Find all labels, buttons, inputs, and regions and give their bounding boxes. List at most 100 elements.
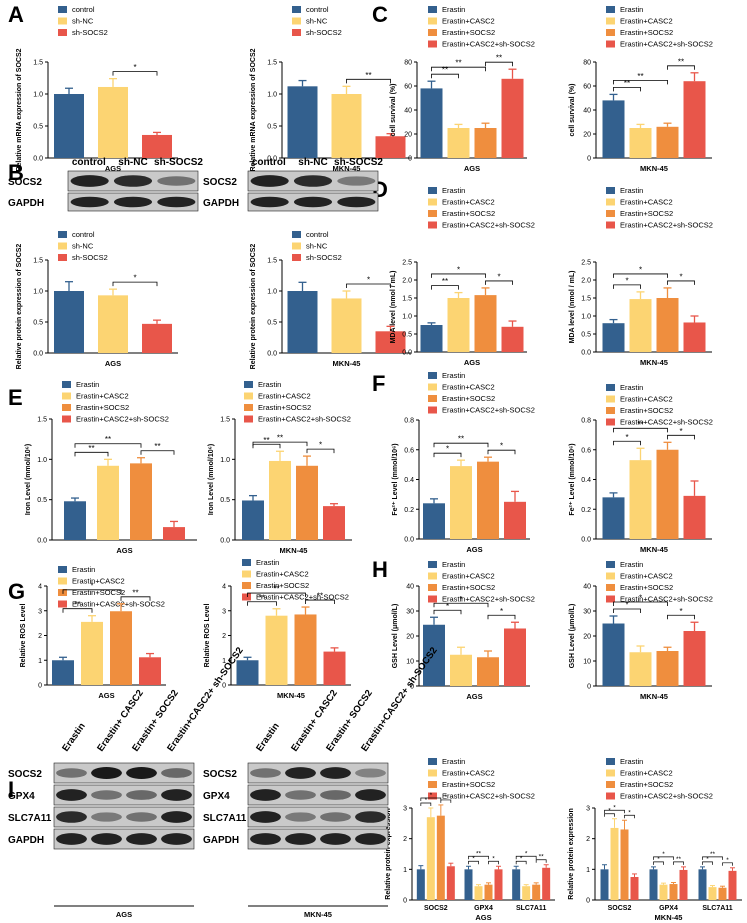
- y-tick-label: 0.0: [402, 350, 412, 357]
- legend-label: Erastin: [620, 383, 643, 392]
- significance-label: *: [625, 601, 628, 610]
- y-tick-label: 40: [406, 584, 414, 591]
- blot-band: [337, 196, 376, 208]
- significance-bracket: [306, 448, 335, 454]
- blot-band: [320, 833, 351, 845]
- bar-erastin-casc2-sh-socs2: [139, 657, 161, 685]
- significance-label: **: [458, 435, 464, 444]
- legend-label: Erastin+CASC2+sh-SOCS2: [256, 593, 349, 602]
- legend-swatch: [58, 6, 67, 13]
- bar-slc7a11-1: [708, 887, 717, 900]
- legend-label: control: [72, 230, 95, 239]
- legend-swatch: [606, 781, 615, 788]
- legend-swatch: [58, 231, 67, 238]
- blot-band: [355, 833, 386, 845]
- significance-bracket: [667, 65, 695, 70]
- legend-swatch: [428, 561, 437, 568]
- y-axis-label: GSH Level (μmol/L): [392, 604, 399, 669]
- bar-erastin: [602, 623, 625, 686]
- legend-label: Erastin: [620, 5, 643, 14]
- bar-erastin-casc2-sh-socs2: [501, 326, 524, 352]
- blot-band: [56, 833, 87, 845]
- significance-bracket: [613, 608, 641, 613]
- y-axis-label: Relative protein expression: [385, 808, 392, 899]
- blot-band: [285, 833, 316, 845]
- legend-swatch: [428, 595, 437, 603]
- significance-label: **: [442, 277, 448, 286]
- y-axis-label: MDA level (nmol / mL): [569, 271, 576, 344]
- blot-row-label: GAPDH: [8, 835, 44, 846]
- x-axis-label: MKN-45: [640, 545, 668, 554]
- blot-row-label: SLC7A11: [203, 813, 247, 824]
- significance-bracket: [433, 609, 462, 615]
- significance-label: **: [442, 66, 448, 75]
- y-tick-label: 0.0: [267, 351, 277, 358]
- blot-band: [250, 175, 289, 187]
- significance-bracket: [487, 449, 516, 455]
- legend-swatch: [428, 6, 437, 13]
- significance-bracket: [667, 280, 695, 285]
- legend-label: Erastin+SOCS2: [442, 583, 495, 592]
- legend-swatch: [58, 589, 67, 596]
- legend-swatch: [606, 595, 615, 603]
- y-axis-label: Iron Level (mmol/10⁶): [25, 444, 32, 515]
- legend-label: sh-SOCS2: [306, 28, 342, 37]
- y-tick-label: 1.0: [581, 314, 591, 321]
- bar-erastin-casc2: [81, 621, 103, 685]
- chart-D-MKN45: Erastin Erastin+CASC2 Erastin+SOCS2 Erastin…: [569, 186, 713, 367]
- y-tick-label: 40: [583, 108, 591, 115]
- y-tick-label: 20: [406, 634, 414, 641]
- legend-swatch: [606, 572, 615, 580]
- blot-band: [161, 833, 192, 845]
- blot-band: [126, 833, 157, 845]
- y-axis-label: Relative ROS Level: [20, 604, 27, 668]
- significance-bracket: [120, 596, 151, 601]
- bar-sh-nc: [98, 295, 128, 353]
- y-tick-label: 80: [583, 60, 591, 67]
- significance-label: **: [88, 444, 94, 453]
- lane-label: sh-NC: [118, 157, 147, 168]
- legend-swatch: [428, 406, 437, 414]
- significance-label: *: [90, 581, 93, 590]
- blot-strip: [53, 762, 195, 784]
- y-tick-label: 4: [38, 584, 42, 591]
- y-tick-label: 0.8: [581, 418, 591, 425]
- bar-control: [287, 86, 318, 158]
- legend-swatch: [58, 254, 67, 261]
- bar-erastin-socs2: [296, 465, 318, 540]
- significance-label: **: [154, 442, 160, 451]
- legend-swatch: [606, 561, 615, 568]
- significance-bracket: [515, 855, 537, 860]
- x-axis-label: AGS: [466, 692, 482, 701]
- y-axis-label: Relative mRNA expression of SOCS2: [16, 48, 23, 171]
- significance-label: *: [639, 594, 642, 603]
- legend-swatch: [428, 221, 437, 229]
- y-tick-label: 80: [404, 60, 412, 67]
- legend-label: Erastin+SOCS2: [620, 780, 673, 789]
- legend-swatch: [606, 210, 615, 217]
- y-tick-label: 10: [406, 659, 414, 666]
- significance-bracket: [112, 281, 158, 287]
- blot-row-label: SOCS2: [8, 769, 42, 780]
- y-tick-label: 2: [586, 836, 590, 843]
- significance-label: *: [662, 851, 665, 858]
- blot-band: [355, 768, 386, 778]
- bar-erastin-socs2: [656, 651, 679, 686]
- legend-label: Erastin+CASC2+sh-SOCS2: [442, 406, 535, 415]
- legend-swatch: [428, 29, 437, 36]
- significance-label: **: [74, 600, 80, 609]
- blot-caption: AGS: [116, 910, 132, 919]
- y-tick-label: 60: [583, 84, 591, 91]
- legend-label: Erastin+CASC2: [620, 572, 673, 581]
- y-tick-label: 0.4: [581, 477, 591, 484]
- y-tick-label: 0.0: [581, 537, 591, 544]
- y-tick-label: 20: [583, 634, 591, 641]
- x-group-label: GPX4: [474, 905, 493, 912]
- bar-control: [54, 291, 84, 353]
- x-axis-label: AGS: [466, 545, 482, 554]
- legend-label: Erastin+CASC2+sh-SOCS2: [76, 415, 169, 424]
- bar-erastin-casc2: [265, 615, 288, 685]
- y-tick-label: 2.0: [402, 278, 412, 285]
- bar-socs2-3: [630, 877, 639, 900]
- legend-label: Erastin+CASC2: [442, 572, 495, 581]
